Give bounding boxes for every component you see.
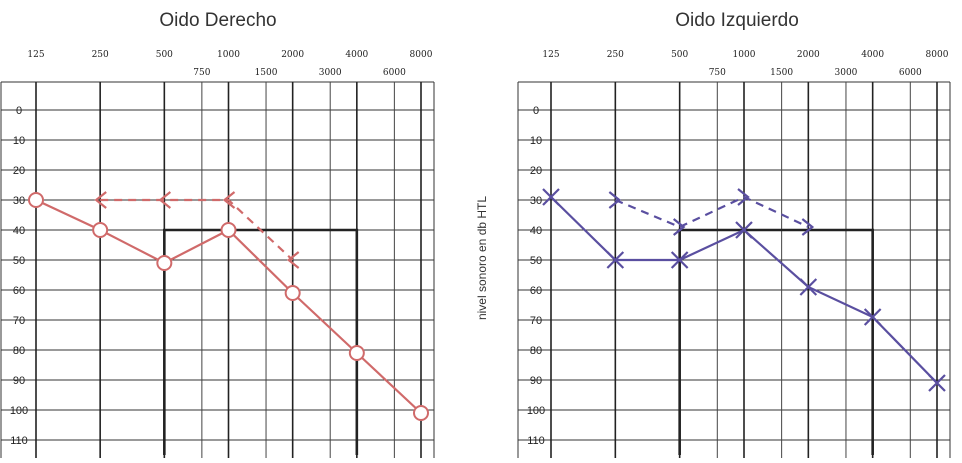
x-tick-label: 1000: [733, 50, 756, 60]
y-tick-label: 20: [530, 165, 542, 177]
data-point-x: [542, 188, 560, 206]
data-point-circle: [284, 285, 301, 301]
chart-title-right-ear: Oido Derecho: [159, 10, 276, 31]
y-tick-label: 50: [530, 255, 542, 267]
y-tick-label: 70: [13, 315, 25, 327]
data-point-circle: [348, 345, 365, 361]
series-line-2: [100, 198, 294, 261]
y-tick-label: 30: [13, 195, 25, 207]
x-tick-label: 8000: [410, 50, 433, 60]
series-line-2: [614, 195, 809, 229]
x-tick-label-minor: 1500: [770, 68, 793, 78]
y-tick-label: 20: [13, 165, 25, 177]
y-tick-label: 90: [13, 375, 25, 387]
y-tick-label: 10: [13, 135, 25, 147]
reference-box: [163, 228, 359, 455]
data-point-x: [863, 308, 882, 326]
reference-box: [678, 228, 874, 455]
y-tick-label: 80: [13, 345, 25, 357]
data-point-bracket: [286, 251, 300, 269]
x-tick-label-minor: 6000: [899, 68, 922, 78]
x-tick-label-minor: 1500: [255, 68, 278, 78]
y-tick-label: 40: [13, 225, 25, 237]
y-tick-label: 100: [527, 405, 545, 417]
x-tick-label-minor: 6000: [383, 68, 406, 78]
x-tick-label: 500: [671, 50, 688, 60]
x-tick-label: 250: [607, 50, 624, 60]
y-tick-label: 10: [530, 135, 542, 147]
data-point-circle: [220, 222, 237, 238]
x-tick-label: 4000: [861, 50, 884, 60]
data-point-circle: [92, 222, 109, 238]
data-point-circle: [28, 192, 44, 208]
data-point-circle: [156, 255, 173, 271]
x-tick-label: 2000: [797, 50, 820, 60]
data-point-bracket: [672, 218, 686, 236]
x-tick-label: 8000: [926, 50, 949, 60]
data-point-x: [735, 221, 753, 239]
data-point-bracket: [158, 191, 172, 209]
y-tick-label: 50: [13, 255, 25, 267]
y-tick-label: 60: [530, 285, 542, 297]
data-point-bracket: [94, 191, 107, 209]
y-tick-label: 90: [530, 375, 542, 387]
x-tick-label-minor: 750: [193, 68, 210, 78]
data-point-bracket: [737, 188, 750, 206]
y-tick-label: 0: [533, 105, 539, 117]
x-tick-label-minor: 3000: [835, 68, 858, 78]
data-point-bracket: [608, 191, 622, 209]
x-tick-label: 1000: [217, 50, 240, 60]
x-tick-label: 250: [92, 50, 109, 60]
y-tick-label: 80: [530, 345, 542, 357]
y-tick-label: 30: [530, 195, 542, 207]
y-tick-label: 110: [10, 435, 28, 447]
x-tick-label-minor: 750: [709, 68, 726, 78]
x-tick-label: 125: [542, 50, 559, 60]
x-tick-label: 125: [27, 50, 44, 60]
y-axis-label: nivel sonoro en db HTL: [475, 196, 489, 320]
y-tick-label: 70: [530, 315, 542, 327]
x-tick-label: 500: [156, 50, 173, 60]
data-point-x: [928, 374, 946, 392]
y-tick-label: 0: [16, 105, 22, 117]
data-point-x: [670, 251, 689, 269]
x-tick-label: 2000: [281, 50, 304, 60]
data-point-bracket: [222, 191, 236, 209]
chart-title-left-ear: Oido Izquierdo: [675, 10, 799, 31]
x-tick-label-minor: 3000: [319, 68, 342, 78]
y-tick-label: 100: [10, 405, 28, 417]
data-point-x: [606, 251, 625, 269]
data-point-circle: [413, 405, 429, 421]
data-point-bracket: [801, 218, 815, 236]
x-tick-label: 4000: [345, 50, 368, 60]
y-tick-label: 110: [527, 435, 545, 447]
y-tick-label: 40: [530, 225, 542, 237]
y-tick-label: 60: [13, 285, 25, 297]
data-point-x: [799, 278, 818, 296]
